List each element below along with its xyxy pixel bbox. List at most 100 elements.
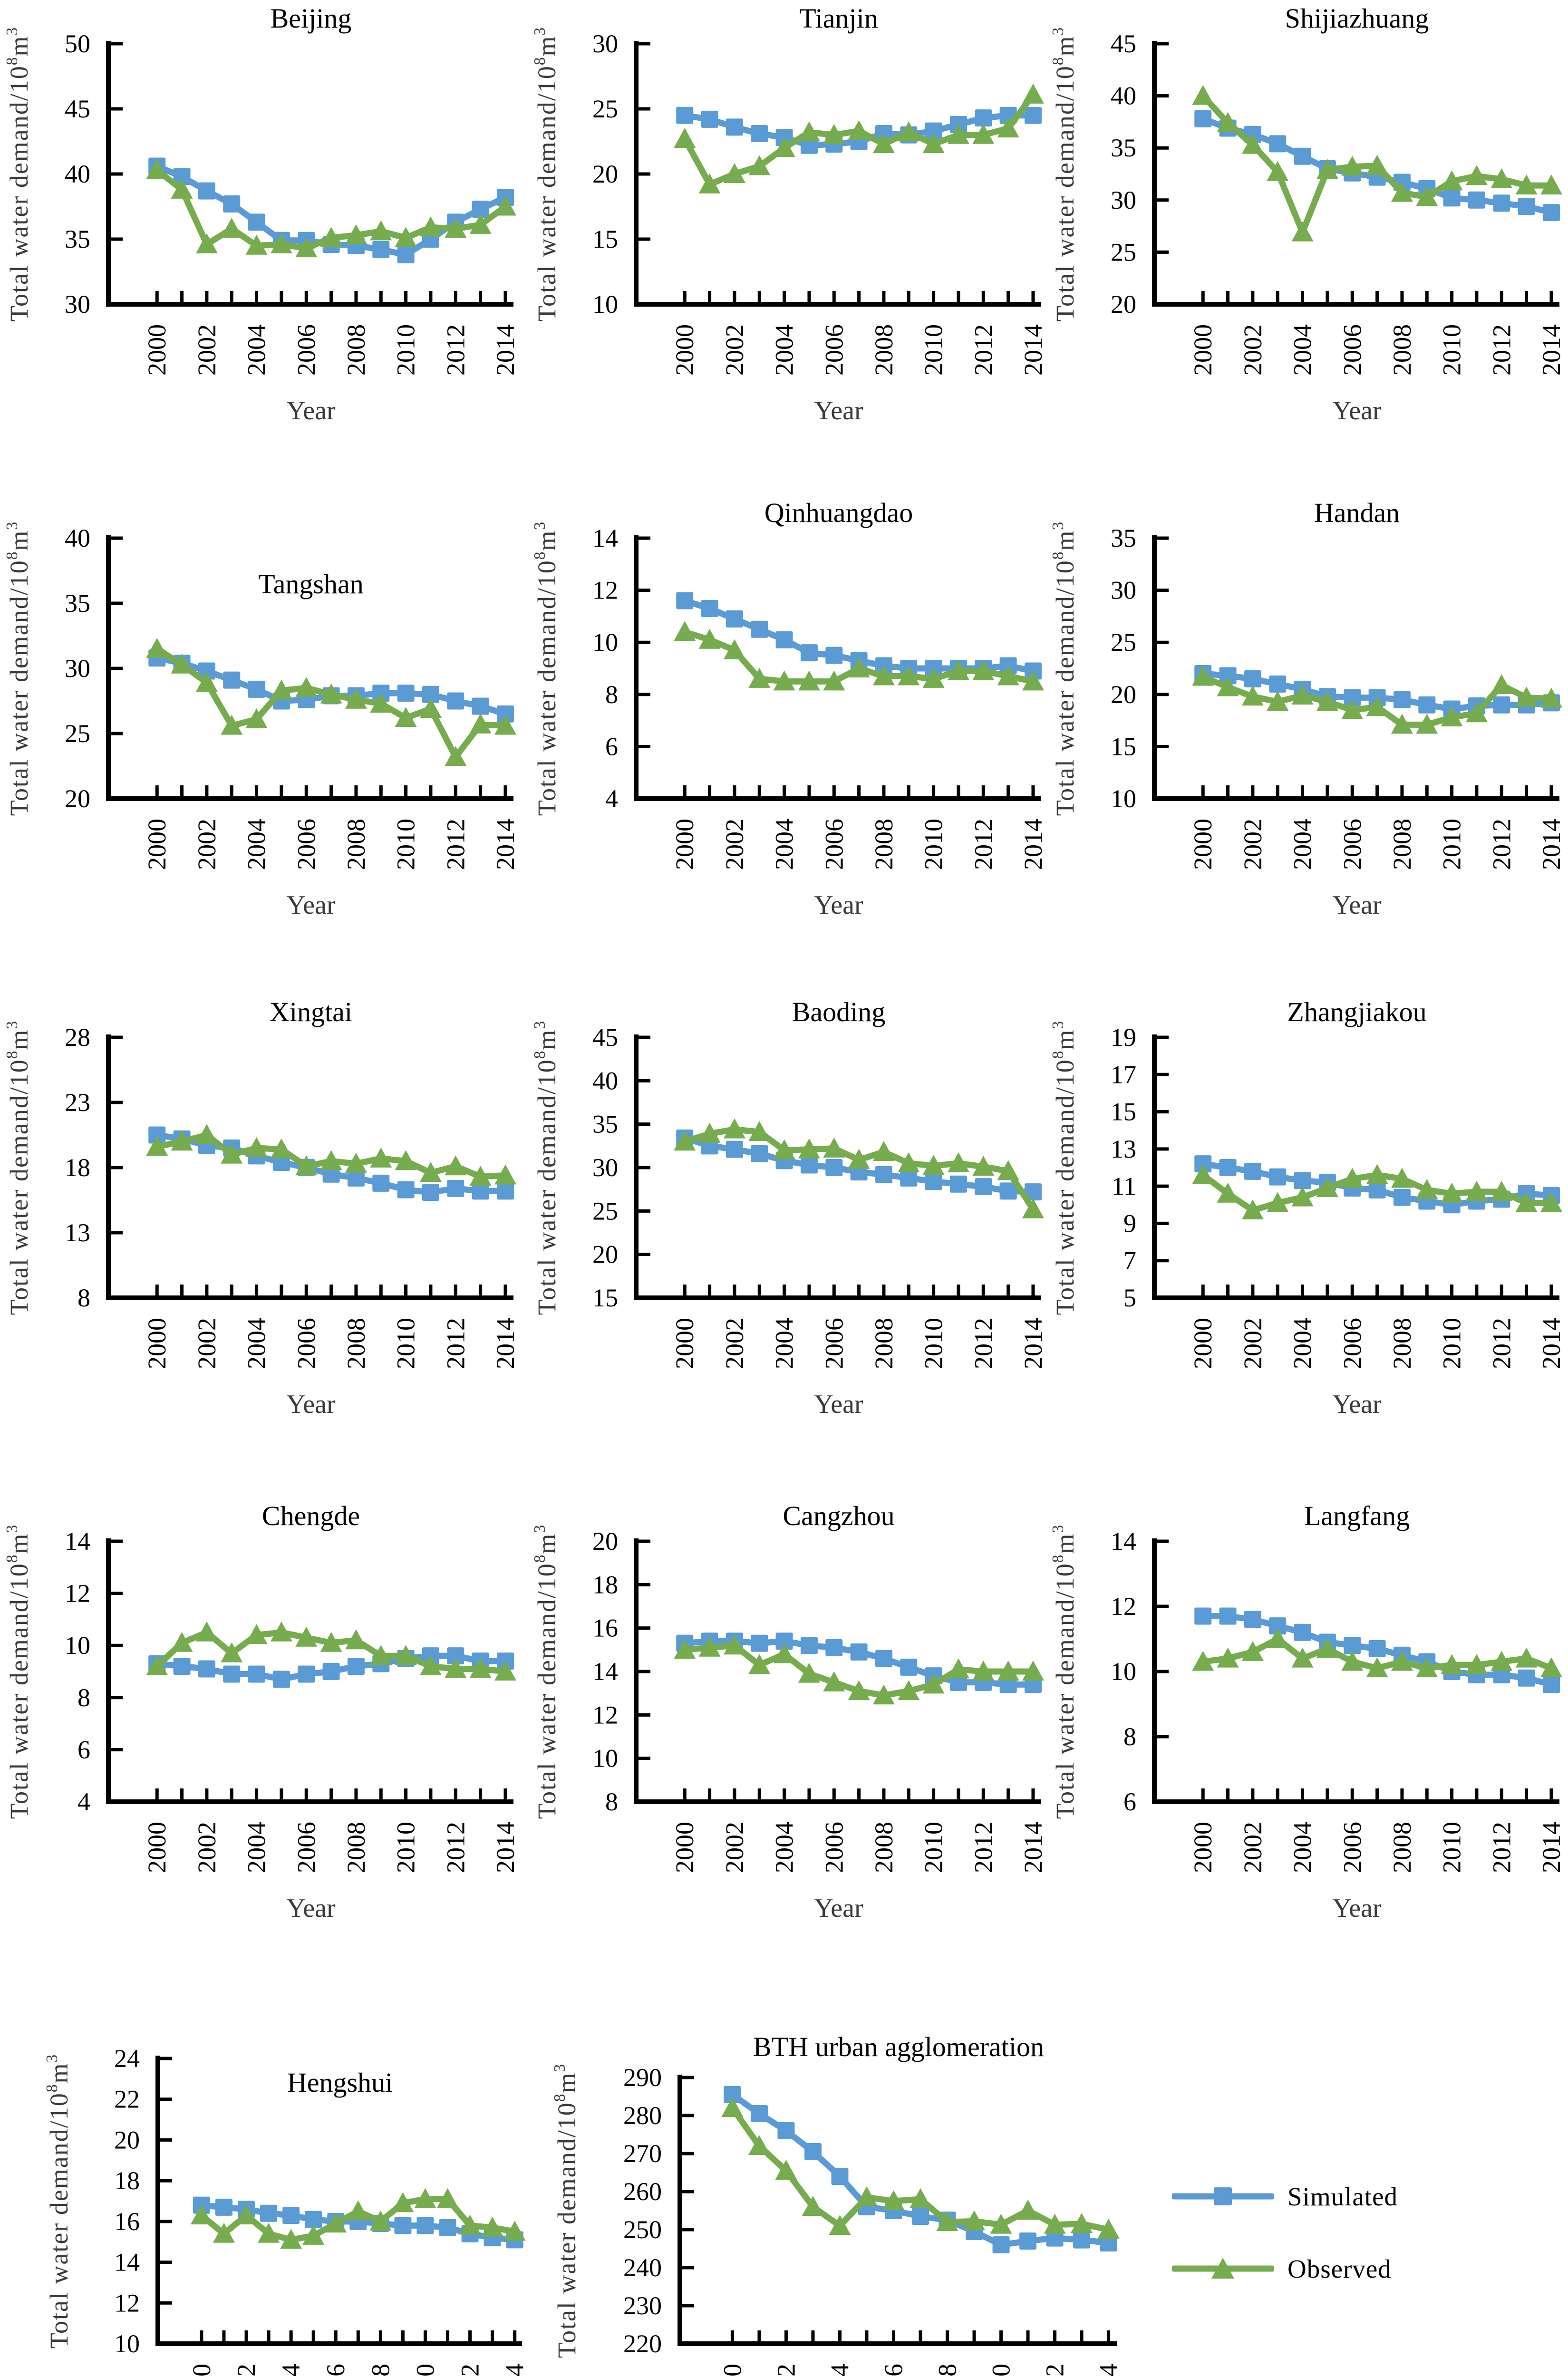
y-tick-label: 260 bbox=[623, 2177, 662, 2206]
observed-marker bbox=[823, 1671, 845, 1691]
x-tick-label: 2012 bbox=[969, 1318, 997, 1369]
x-tick-label: 2000 bbox=[670, 1318, 699, 1369]
panel-title: Tangshan bbox=[258, 569, 363, 599]
x-tick-label: 2008 bbox=[342, 1318, 370, 1369]
x-tick-label: 2000 bbox=[1189, 819, 1217, 870]
x-tick-label: 2006 bbox=[820, 1822, 848, 1873]
observed-marker bbox=[674, 1639, 696, 1659]
x-axis-ticks: 2000 2002 2004 2006 2008 2010 2012 2014 bbox=[1189, 1788, 1566, 1873]
chart-zhangjiakou: 5 7 9 11 13 15 17 19 2000 2002 2004 2006 2008 2010 201… bbox=[1049, 996, 1566, 1419]
observed-marker bbox=[258, 2222, 280, 2243]
simulated-marker bbox=[1219, 1607, 1237, 1625]
observed-marker bbox=[1316, 159, 1338, 179]
observed-marker bbox=[245, 234, 268, 255]
x-tick-label: 2012 bbox=[456, 2364, 484, 2377]
x-tick-label: 2008 bbox=[342, 1822, 370, 1873]
panel-title: Cangzhou bbox=[783, 1500, 894, 1531]
observed-marker bbox=[1291, 1186, 1314, 1207]
y-tick-label: 20 bbox=[114, 2126, 140, 2154]
y-tick-label: 25 bbox=[1111, 238, 1136, 266]
panel-title: Zhangjiakou bbox=[1287, 996, 1426, 1027]
observed-marker bbox=[1391, 714, 1413, 734]
simulated-marker bbox=[751, 125, 768, 143]
x-axis-label: Year bbox=[814, 396, 863, 425]
chart-panel-cangzhou: 8 10 12 14 16 18 20 2000 2002 2004 2006 2008 2010 201… bbox=[528, 1498, 1050, 1973]
y-axis-ticks: 20 25 30 35 40 bbox=[65, 524, 123, 813]
x-tick-label: 2014 bbox=[1094, 2364, 1123, 2377]
simulated-marker bbox=[198, 182, 215, 200]
x-tick-label: 2010 bbox=[411, 2364, 439, 2377]
chart-shijiazhuang: 20 25 30 35 40 45 2000 2002 2004 2006 2008 2010 2012… bbox=[1049, 3, 1566, 425]
observed-marker bbox=[898, 121, 920, 142]
observed-marker bbox=[1540, 1657, 1562, 1678]
observed-marker bbox=[798, 121, 820, 142]
observed-marker bbox=[494, 1164, 516, 1185]
panel-title: Hengshui bbox=[287, 2067, 393, 2098]
observed-marker bbox=[1267, 691, 1289, 711]
series-simulated bbox=[724, 2086, 1117, 2253]
observed-marker bbox=[823, 670, 845, 691]
y-tick-label: 9 bbox=[1123, 1209, 1136, 1237]
x-tick-label: 2006 bbox=[879, 2364, 908, 2377]
observed-marker bbox=[922, 1155, 945, 1175]
y-tick-label: 270 bbox=[623, 2139, 662, 2168]
observed-marker bbox=[1441, 1182, 1463, 1203]
x-axis-label: Year bbox=[1332, 1894, 1382, 1923]
observed-marker bbox=[872, 1141, 895, 1161]
observed-marker bbox=[392, 2192, 414, 2213]
x-tick-label: 2004 bbox=[770, 1822, 799, 1873]
y-axis-label: Total water demand/108m3 bbox=[3, 1020, 33, 1315]
simulated-marker bbox=[198, 662, 215, 680]
simulated-marker bbox=[1393, 1188, 1411, 1206]
x-tick-label: 2002 bbox=[720, 324, 749, 376]
y-tick-label: 240 bbox=[623, 2253, 662, 2282]
x-tick-label: 2006 bbox=[321, 2364, 350, 2377]
x-axis-ticks: 2000 2002 2004 2006 2008 2010 2012 2014 bbox=[143, 1285, 520, 1369]
observed-marker bbox=[972, 1156, 995, 1176]
simulated-marker bbox=[975, 1178, 992, 1196]
y-tick-label: 280 bbox=[623, 2101, 662, 2130]
observed-marker bbox=[721, 2097, 744, 2117]
simulated-marker bbox=[751, 1145, 768, 1162]
observed-marker bbox=[773, 137, 795, 157]
y-tick-label: 30 bbox=[65, 290, 90, 319]
x-tick-label: 2002 bbox=[1239, 819, 1267, 870]
observed-marker bbox=[195, 1621, 218, 1642]
y-tick-label: 10 bbox=[1111, 1657, 1136, 1686]
observed-marker bbox=[1341, 155, 1364, 176]
y-tick-label: 25 bbox=[592, 1197, 618, 1225]
series-simulated bbox=[676, 1129, 1042, 1201]
observed-marker bbox=[748, 2135, 770, 2155]
observed-marker bbox=[1241, 686, 1264, 706]
observed-marker bbox=[1022, 83, 1044, 104]
panel-title: Langfang bbox=[1304, 1500, 1410, 1531]
observed-marker bbox=[195, 233, 218, 253]
simulated-marker bbox=[198, 1660, 215, 1678]
y-tick-label: 6 bbox=[1123, 1788, 1136, 1816]
observed-marker bbox=[1022, 670, 1044, 691]
y-tick-label: 7 bbox=[1123, 1246, 1136, 1275]
x-axis-label: Year bbox=[814, 1894, 863, 1923]
simulated-marker bbox=[751, 1634, 768, 1652]
simulated-marker bbox=[223, 671, 241, 689]
simulated-marker bbox=[1294, 1623, 1311, 1641]
simulated-marker bbox=[701, 110, 718, 128]
y-axis-label: Total water demand/108m3 bbox=[531, 1020, 561, 1315]
observed-marker bbox=[270, 1621, 292, 1642]
observed-marker bbox=[823, 1137, 845, 1158]
observed-marker bbox=[922, 133, 945, 153]
observed-marker bbox=[1465, 1180, 1488, 1201]
y-tick-label: 10 bbox=[65, 1631, 90, 1660]
y-axis-ticks: 4 6 8 10 12 14 bbox=[65, 1527, 123, 1816]
observed-marker bbox=[848, 1680, 870, 1701]
simulated-marker bbox=[800, 1156, 818, 1174]
observed-marker bbox=[1022, 1661, 1044, 1681]
observed-marker bbox=[369, 2210, 392, 2231]
y-tick-label: 18 bbox=[114, 2166, 140, 2195]
x-tick-label: 2002 bbox=[1239, 324, 1267, 376]
observed-marker bbox=[1540, 1192, 1562, 1212]
y-axis-label: Total water demand/108m3 bbox=[3, 521, 33, 816]
simulated-marker bbox=[397, 246, 415, 263]
y-tick-label: 11 bbox=[1112, 1172, 1136, 1200]
observed-marker bbox=[1416, 1179, 1438, 1199]
